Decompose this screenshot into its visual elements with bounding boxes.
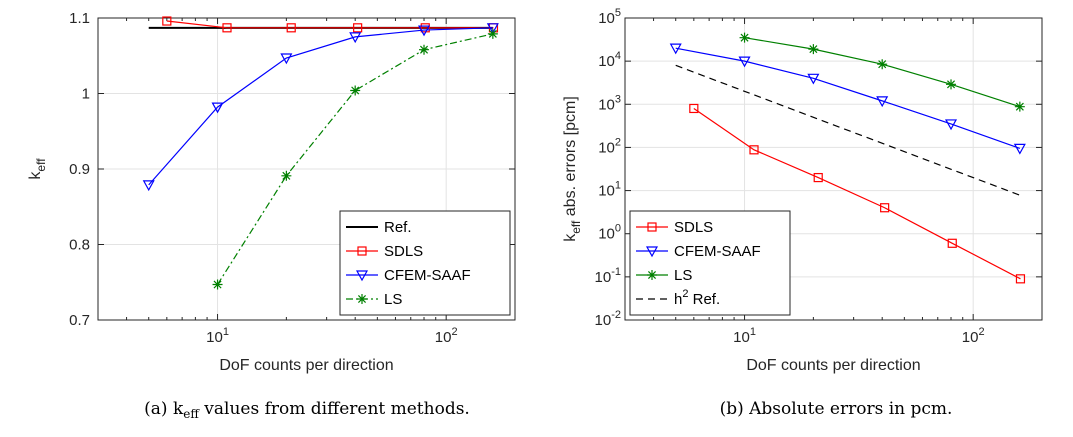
series-line (166, 20, 494, 29)
series-sdls (689, 103, 1026, 284)
legend-marker (647, 270, 657, 280)
legend: Ref. SDLS CFEM-SAAF LS (339, 210, 511, 316)
y-axis-label: keff (27, 158, 48, 180)
data-point (669, 43, 682, 55)
x-axis-label: DoF counts per direction (219, 357, 393, 374)
y-tick-label: 0.8 (69, 237, 90, 254)
data-point (280, 53, 293, 65)
data-point (222, 23, 232, 33)
axes-box (624, 17, 1043, 321)
data-point (880, 203, 890, 213)
data-point (813, 172, 823, 183)
series-ls (212, 28, 498, 290)
legend-box (339, 210, 511, 316)
legend-marker (357, 246, 367, 256)
data-point (211, 102, 224, 114)
series-line (693, 107, 1021, 280)
legend-entry: CFEM-SAAF (674, 243, 761, 260)
legend-box (629, 210, 791, 316)
ticks (97, 17, 516, 321)
y-tick-label: 100 (598, 223, 621, 243)
legend-entry: SDLS (384, 243, 423, 260)
legend-entry: CFEM-SAAF (384, 267, 471, 284)
series-group (669, 32, 1026, 284)
data-point (286, 23, 296, 33)
series-line (217, 33, 493, 285)
data-point (349, 32, 362, 44)
data-point (738, 56, 751, 68)
legend-marker (647, 222, 657, 232)
legend-marker (645, 246, 659, 258)
x-axis-label: DoF counts per direction (746, 357, 920, 374)
y-tick-label: 0.9 (69, 161, 90, 178)
caption-a: (a) keff values from different methods. (144, 399, 470, 421)
data-point (212, 279, 223, 290)
y-tick-label: 101 (598, 180, 621, 200)
y-axis-label: keff abs. errors [pcm] (562, 96, 583, 242)
data-point (689, 103, 699, 114)
series-line (675, 64, 1021, 196)
x-tick-label: 101 (733, 326, 756, 346)
y-tick-label: 1 (82, 86, 90, 103)
data-point (877, 59, 888, 70)
legend-entry: h2 Ref. (674, 288, 720, 308)
data-point (1015, 274, 1026, 284)
y-tick-label: 105 (598, 7, 621, 27)
series-ls (739, 32, 1025, 112)
data-point (162, 16, 172, 26)
series-cfem-saaf (142, 23, 499, 192)
data-point (876, 96, 889, 108)
data-point (487, 28, 498, 39)
caption-b: (b) Absolute errors in pcm. (720, 399, 953, 419)
y-tick-label: 0.7 (69, 312, 90, 329)
panel-a-keff: 101 102 0.7 0.8 0.9 1 1.1 DoF counts per direct… (27, 10, 516, 374)
ticks (624, 17, 1043, 321)
series-line (675, 47, 1021, 149)
legend-entry: LS (674, 267, 692, 284)
data-point (807, 73, 820, 85)
data-point (142, 180, 155, 192)
legend: SDLS CFEM-SAAF LS h2 Ref. (629, 210, 791, 316)
y-tick-label: 102 (598, 136, 621, 156)
series-cfem-saaf (669, 43, 1026, 155)
y-tick-label: 10-2 (595, 309, 621, 329)
y-tick-label: 1.1 (69, 10, 90, 27)
y-tick-label: 10-1 (595, 266, 621, 286)
x-tick-label: 102 (962, 326, 985, 346)
data-point (353, 23, 363, 33)
legend-marker (355, 270, 369, 282)
data-point (486, 23, 499, 35)
data-point (808, 44, 819, 55)
data-point (417, 25, 431, 37)
legend-entry: LS (384, 291, 402, 308)
y-tick-label: 104 (598, 50, 621, 70)
data-point (1013, 143, 1026, 155)
data-point (946, 79, 957, 90)
data-point (281, 170, 292, 181)
data-point (1014, 101, 1025, 112)
data-point (419, 44, 430, 55)
legend-marker (357, 294, 367, 304)
x-tick-label: 101 (206, 326, 229, 346)
legend-entry: SDLS (674, 219, 713, 236)
series-sdls (162, 16, 499, 33)
data-point (947, 238, 957, 248)
legend-entry: Ref. (384, 219, 412, 236)
series-line (148, 27, 493, 186)
series-group (142, 16, 499, 290)
data-point (739, 32, 750, 43)
y-tick-label: 103 (598, 93, 621, 113)
panel-b-errors: 101 102 10-2 10-1 100 101 102 103 104 105 DoF coun… (562, 7, 1043, 374)
series-h (675, 64, 1021, 196)
data-point (749, 145, 759, 155)
data-point (944, 119, 958, 131)
data-point (350, 85, 361, 96)
x-tick-label: 102 (435, 326, 458, 346)
